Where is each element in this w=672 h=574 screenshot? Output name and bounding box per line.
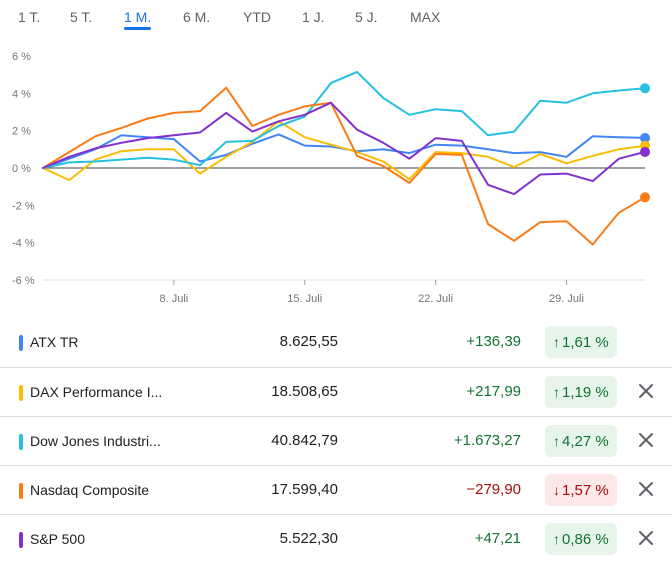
series-color-swatch: [19, 434, 23, 450]
tab-label: MAX: [410, 9, 441, 25]
x-tick-label: 22. Juli: [418, 293, 453, 302]
y-tick-label: 6 %: [12, 51, 31, 63]
remove-comparison-button[interactable]: [635, 429, 657, 451]
index-change: +1.673,27: [453, 432, 521, 449]
index-price: 5.522,30: [279, 530, 338, 547]
arrow-up-icon: ↑: [553, 384, 560, 400]
tab-5-j[interactable]: 5 J.: [355, 9, 378, 25]
index-price: 40.842,79: [271, 432, 338, 449]
series-color-swatch: [19, 532, 23, 548]
index-price: 17.599,40: [271, 481, 338, 498]
index-name: Dow Jones Industri...: [30, 433, 161, 449]
tab-label: 5 T.: [70, 9, 93, 25]
series-color-swatch: [19, 483, 23, 499]
percent-change-badge: ↑ 1,61 %: [545, 326, 617, 358]
series-line: [42, 101, 646, 196]
time-range-tabs: 1 T. 5 T. 1 M. 6 M. YTD 1 J. 5 J. MAX: [0, 0, 672, 36]
tab-5-t[interactable]: 5 T.: [70, 9, 92, 25]
percent-change-badge: ↓ 1,57 %: [545, 474, 617, 506]
tab-label: YTD: [243, 9, 271, 25]
remove-comparison-button[interactable]: [635, 380, 657, 402]
index-price: 18.508,65: [271, 383, 338, 400]
percent-change-value: 0,86 %: [562, 531, 609, 548]
list-item[interactable]: Nasdaq Composite 17.599,40 −279,90 ↓ 1,57 %: [0, 465, 672, 515]
index-name: ATX TR: [30, 334, 79, 350]
close-icon: [639, 531, 653, 545]
remove-comparison-button[interactable]: [635, 478, 657, 500]
close-icon: [639, 433, 653, 447]
y-tick-label: 0 %: [12, 163, 31, 175]
index-change: +217,99: [466, 383, 521, 400]
arrow-up-icon: ↑: [553, 334, 560, 350]
remove-comparison-button[interactable]: [635, 527, 657, 549]
index-name: DAX Performance I...: [30, 384, 163, 400]
tab-1-t[interactable]: 1 T.: [18, 9, 40, 25]
active-tab-underline: [124, 27, 152, 30]
index-change: +136,39: [466, 333, 521, 350]
percent-change-badge: ↑ 4,27 %: [545, 425, 617, 457]
index-change: −279,90: [466, 481, 521, 498]
percent-change-value: 1,61 %: [562, 334, 609, 351]
percent-change-value: 1,57 %: [562, 482, 609, 499]
tab-label: 5 J.: [355, 9, 378, 25]
arrow-up-icon: ↑: [553, 433, 560, 449]
series-line: [42, 70, 646, 169]
tab-label: 1 J.: [302, 9, 325, 25]
percent-change-value: 1,19 %: [562, 384, 609, 401]
percent-change-value: 4,27 %: [562, 433, 609, 450]
tab-ytd[interactable]: YTD: [243, 9, 271, 25]
percent-change-badge: ↑ 0,86 %: [545, 523, 617, 555]
index-name: Nasdaq Composite: [30, 482, 150, 498]
arrow-down-icon: ↓: [553, 482, 560, 498]
tab-label: 1 T.: [18, 9, 41, 25]
y-tick-label: 2 %: [12, 126, 31, 138]
percent-change-badge: ↑ 1,19 %: [545, 376, 617, 408]
series-line: [42, 120, 646, 182]
tab-1-m[interactable]: 1 M.: [124, 9, 152, 30]
close-icon: [639, 384, 653, 398]
y-tick-label: -6 %: [12, 275, 35, 287]
y-tick-label: -2 %: [12, 200, 35, 212]
arrow-up-icon: ↑: [553, 531, 560, 547]
list-item[interactable]: DAX Performance I... 18.508,65 +217,99 ↑ 1,1…: [0, 367, 672, 417]
series-color-swatch: [19, 385, 23, 401]
series-end-dot: [640, 146, 650, 157]
series-end-dot: [640, 83, 650, 94]
x-tick-label: 29. Juli: [549, 293, 584, 302]
index-name: S&P 500: [30, 531, 86, 547]
tab-1-j[interactable]: 1 J.: [302, 9, 325, 25]
x-tick-label: 15. Juli: [287, 293, 322, 302]
tab-6-m[interactable]: 6 M.: [183, 9, 210, 25]
series-line: [42, 86, 646, 246]
series-color-swatch: [19, 335, 23, 351]
tab-label: 1 M.: [124, 9, 152, 25]
list-item[interactable]: S&P 500 5.522,30 +47,21 ↑ 0,86 %: [0, 514, 672, 564]
index-price: 8.625,55: [279, 333, 338, 350]
close-icon: [639, 482, 653, 496]
series-end-dot: [640, 132, 650, 143]
series-end-dot: [640, 192, 650, 203]
y-tick-label: -4 %: [12, 238, 35, 250]
index-change: +47,21: [474, 530, 521, 547]
x-tick-label: 8. Juli: [159, 293, 188, 302]
tab-max[interactable]: MAX: [410, 9, 440, 25]
tab-label: 6 M.: [183, 9, 211, 25]
list-item[interactable]: Dow Jones Industri... 40.842,79 +1.673,27 ↑…: [0, 416, 672, 466]
y-tick-label: 4 %: [12, 88, 31, 100]
performance-chart: 6 % 4 % 2 % 0 % -2 % -4 % -6 % 8. Juli 15. Juli 2…: [12, 51, 650, 302]
list-item[interactable]: ATX TR 8.625,55 +136,39 ↑ 1,61 %: [0, 318, 672, 367]
